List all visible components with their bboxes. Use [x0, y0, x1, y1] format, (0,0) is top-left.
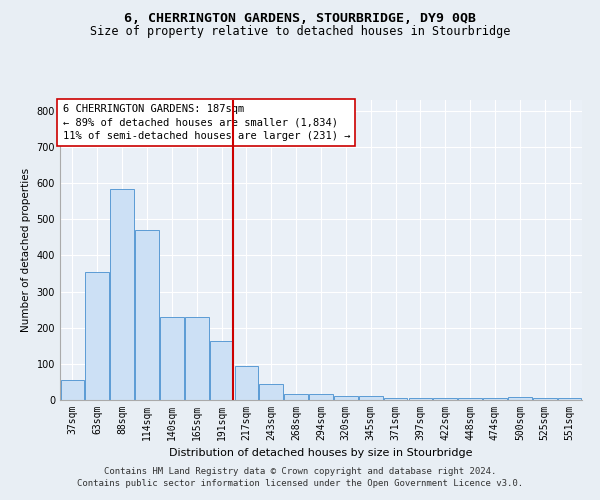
Bar [135, 230, 159, 400]
Text: 6 CHERRINGTON GARDENS: 187sqm
← 89% of detached houses are smaller (1,834)
11% o: 6 CHERRINGTON GARDENS: 187sqm ← 89% of d… [62, 104, 350, 141]
Bar [61, 380, 84, 400]
Bar [185, 317, 209, 400]
Bar [309, 394, 333, 400]
Bar [334, 396, 358, 400]
Text: Size of property relative to detached houses in Stourbridge: Size of property relative to detached ho… [90, 25, 510, 38]
Bar [359, 396, 383, 400]
Bar [259, 384, 283, 400]
Bar [284, 394, 308, 400]
Bar [85, 272, 109, 400]
Text: Contains HM Land Registry data © Crown copyright and database right 2024.
Contai: Contains HM Land Registry data © Crown c… [77, 466, 523, 487]
Bar [384, 398, 407, 400]
Bar [558, 398, 581, 400]
Bar [533, 398, 557, 400]
Bar [458, 398, 482, 400]
Text: 6, CHERRINGTON GARDENS, STOURBRIDGE, DY9 0QB: 6, CHERRINGTON GARDENS, STOURBRIDGE, DY9… [124, 12, 476, 26]
Bar [160, 317, 184, 400]
Bar [235, 366, 258, 400]
Bar [508, 397, 532, 400]
X-axis label: Distribution of detached houses by size in Stourbridge: Distribution of detached houses by size … [169, 448, 473, 458]
Bar [433, 398, 457, 400]
Y-axis label: Number of detached properties: Number of detached properties [21, 168, 31, 332]
Bar [210, 342, 233, 400]
Bar [409, 398, 432, 400]
Bar [483, 398, 507, 400]
Bar [110, 188, 134, 400]
